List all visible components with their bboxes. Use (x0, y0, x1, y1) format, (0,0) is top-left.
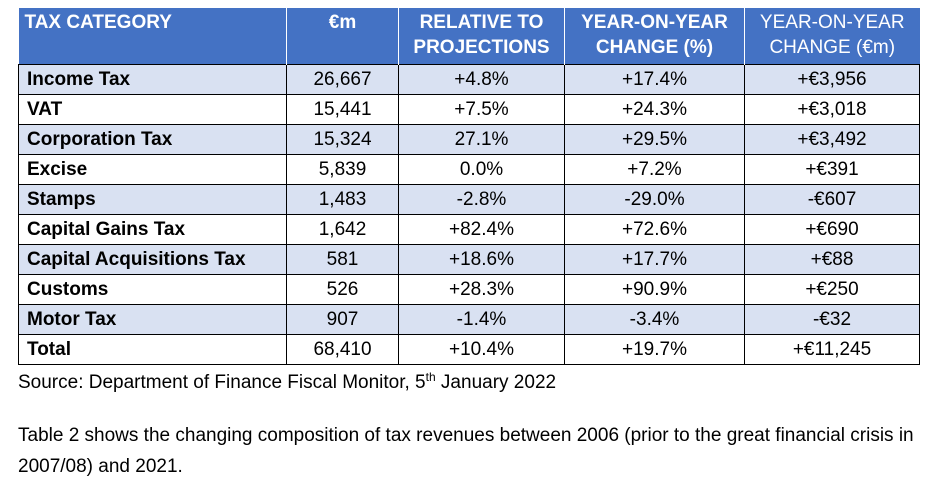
yoy-change-pct-cell: -29.0% (564, 184, 745, 215)
table-body: Income Tax 26,667 +4.8% +17.4% +€3,956 VAT 15,… (18, 64, 920, 365)
relative-to-projections-cell: +10.4% (398, 334, 565, 365)
amount-cell: 68,410 (286, 334, 399, 365)
yoy-change-eur-cell: +€690 (744, 214, 920, 245)
table-row: Customs 526 +28.3% +90.9% +€250 (18, 274, 920, 305)
amount-cell: 1,642 (286, 214, 399, 245)
yoy-change-eur-cell: +€3,018 (744, 94, 920, 125)
header-label: €m (328, 12, 357, 33)
table-row: VAT 15,441 +7.5% +24.3% +€3,018 (18, 94, 920, 125)
yoy-change-eur-cell: +€3,492 (744, 124, 920, 155)
tax-category-cell: Income Tax (18, 64, 287, 95)
relative-to-projections-cell: +28.3% (398, 274, 565, 305)
table-row: Corporation Tax 15,324 27.1% +29.5% +€3,492 (18, 124, 920, 155)
yoy-change-pct-cell: +17.4% (564, 64, 745, 95)
yoy-change-pct-cell: +24.3% (564, 94, 745, 125)
tax-category-cell: Capital Acquisitions Tax (18, 244, 287, 275)
tax-category-cell: Total (18, 334, 287, 365)
amount-cell: 907 (286, 304, 399, 335)
amount-cell: 1,483 (286, 184, 399, 215)
tax-category-cell: Excise (18, 154, 287, 185)
header-label-line1: YEAR-ON-YEAR (759, 12, 905, 33)
relative-to-projections-cell: +82.4% (398, 214, 565, 245)
yoy-change-eur-cell: +€3,956 (744, 64, 920, 95)
yoy-change-eur-cell: +€391 (744, 154, 920, 185)
yoy-change-pct-cell: +19.7% (564, 334, 745, 365)
relative-to-projections-cell: -2.8% (398, 184, 565, 215)
relative-to-projections-cell: -1.4% (398, 304, 565, 335)
source-suffix: January 2022 (435, 372, 557, 393)
table-header-row: TAX CATEGORY €m RELATIVE TO PROJECTIONS … (18, 8, 920, 65)
tax-category-cell: Corporation Tax (18, 124, 287, 155)
tax-category-cell: Motor Tax (18, 304, 287, 335)
yoy-change-pct-cell: +90.9% (564, 274, 745, 305)
tax-category-cell: Customs (18, 274, 287, 305)
source-prefix: Source: Department of Finance Fiscal Mon… (18, 372, 426, 393)
yoy-change-eur-cell: +€250 (744, 274, 920, 305)
yoy-change-eur-cell: -€607 (744, 184, 920, 215)
source-superscript: th (425, 370, 436, 384)
tax-category-cell: Capital Gains Tax (18, 214, 287, 245)
relative-to-projections-cell: 0.0% (398, 154, 565, 185)
header-yoy-change-pct: YEAR-ON-YEAR CHANGE (%) (564, 8, 745, 65)
source-note: Source: Department of Finance Fiscal Mon… (18, 370, 557, 394)
header-label-line2: CHANGE (€m) (769, 37, 896, 58)
amount-cell: 5,839 (286, 154, 399, 185)
amount-cell: 15,324 (286, 124, 399, 155)
header-label-line1: YEAR-ON-YEAR (581, 12, 728, 33)
relative-to-projections-cell: 27.1% (398, 124, 565, 155)
header-yoy-change-eur: YEAR-ON-YEAR CHANGE (€m) (744, 8, 920, 65)
yoy-change-pct-cell: +72.6% (564, 214, 745, 245)
header-eur-m: €m (286, 8, 399, 65)
amount-cell: 26,667 (286, 64, 399, 95)
header-label: TAX CATEGORY (24, 12, 172, 33)
header-label-line2: CHANGE (%) (595, 37, 714, 58)
table-row: Income Tax 26,667 +4.8% +17.4% +€3,956 (18, 64, 920, 95)
table-row: Total 68,410 +10.4% +19.7% +€11,245 (18, 334, 920, 365)
amount-cell: 581 (286, 244, 399, 275)
body-paragraph: Table 2 shows the changing composition o… (18, 425, 914, 477)
yoy-change-eur-cell: -€32 (744, 304, 920, 335)
yoy-change-pct-cell: +29.5% (564, 124, 745, 155)
header-tax-category: TAX CATEGORY (18, 8, 287, 65)
table-row: Excise 5,839 0.0% +7.2% +€391 (18, 154, 920, 185)
header-label-line1: RELATIVE TO (419, 12, 544, 33)
relative-to-projections-cell: +7.5% (398, 94, 565, 125)
yoy-change-eur-cell: +€88 (744, 244, 920, 275)
table-row: Capital Gains Tax 1,642 +82.4% +72.6% +€690 (18, 214, 920, 245)
tax-category-cell: VAT (18, 94, 287, 125)
amount-cell: 526 (286, 274, 399, 305)
yoy-change-pct-cell: +7.2% (564, 154, 745, 185)
table-row: Stamps 1,483 -2.8% -29.0% -€607 (18, 184, 920, 215)
table-row: Capital Acquisitions Tax 581 +18.6% +17.7% +… (18, 244, 920, 275)
relative-to-projections-cell: +18.6% (398, 244, 565, 275)
yoy-change-eur-cell: +€11,245 (744, 334, 920, 365)
tax-revenue-table: TAX CATEGORY €m RELATIVE TO PROJECTIONS … (18, 8, 920, 365)
yoy-change-pct-cell: -3.4% (564, 304, 745, 335)
header-relative-to-projections: RELATIVE TO PROJECTIONS (398, 8, 565, 65)
tax-category-cell: Stamps (18, 184, 287, 215)
relative-to-projections-cell: +4.8% (398, 64, 565, 95)
table-row: Motor Tax 907 -1.4% -3.4% -€32 (18, 304, 920, 335)
amount-cell: 15,441 (286, 94, 399, 125)
yoy-change-pct-cell: +17.7% (564, 244, 745, 275)
header-label-line2: PROJECTIONS (413, 37, 550, 58)
